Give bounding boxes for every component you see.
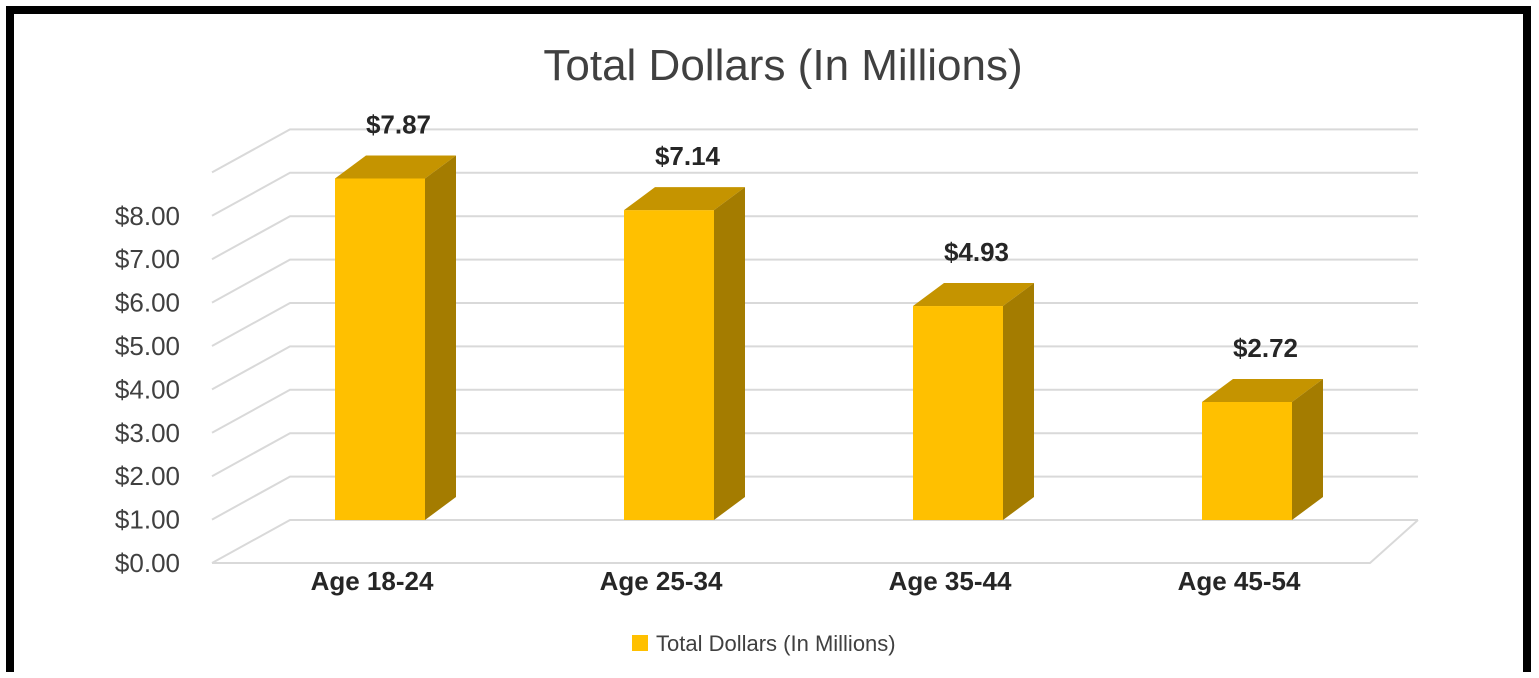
bar-top — [913, 283, 1034, 307]
chart-frame — [6, 6, 1531, 672]
bar-side — [1292, 378, 1323, 520]
y-tick-label: $7.00 — [115, 244, 180, 274]
gridline — [211, 345, 1418, 391]
gridline — [211, 388, 1418, 434]
legend: Total Dollars (In Millions) — [632, 631, 896, 656]
bar-side — [425, 155, 456, 520]
x-category-label: Age 45-54 — [1178, 566, 1301, 596]
x-axis-categories: Age 18-24 Age 25-34 Age 35-44 Age 45-54 — [311, 566, 1301, 596]
bar-top — [1202, 378, 1323, 402]
bar-front — [913, 306, 1003, 520]
data-labels: $7.87 $7.14 $4.93 $2.72 — [366, 109, 1298, 363]
y-tick-label: $8.00 — [115, 201, 180, 231]
data-label: $7.87 — [366, 109, 431, 139]
y-axis-ticks: $0.00 $1.00 $2.00 $3.00 $4.00 $5.00 $6.00 $7.00… — [115, 201, 180, 578]
bars — [335, 155, 1323, 520]
x-category-label: Age 25-34 — [600, 566, 723, 596]
y-tick-label: $6.00 — [115, 288, 180, 318]
data-label: $2.72 — [1233, 333, 1298, 363]
bar-top — [335, 155, 456, 179]
y-tick-label: $5.00 — [115, 331, 180, 361]
y-tick-label: $0.00 — [115, 548, 180, 578]
floor-edge — [212, 519, 1419, 564]
y-tick-label: $4.00 — [115, 374, 180, 404]
gridline — [211, 432, 1418, 478]
legend-swatch — [632, 635, 648, 651]
gridline — [211, 475, 1418, 521]
bar-side — [714, 187, 745, 520]
y-tick-label: $1.00 — [115, 505, 180, 535]
chart-title: Total Dollars (In Millions) — [543, 41, 1022, 90]
gridline — [211, 128, 1418, 174]
data-label: $4.93 — [944, 237, 1009, 267]
gridline — [211, 302, 1418, 347]
bar-top — [624, 187, 745, 211]
bar-side — [1003, 283, 1034, 520]
x-category-label: Age 18-24 — [311, 566, 434, 596]
gridline — [211, 258, 1418, 304]
legend-label: Total Dollars (In Millions) — [656, 631, 896, 656]
gridline — [211, 171, 1418, 217]
bar-front — [1202, 401, 1292, 520]
bar-front — [624, 210, 714, 520]
data-label: $7.14 — [655, 141, 721, 171]
y-tick-label: $3.00 — [115, 418, 180, 448]
gridlines — [211, 128, 1419, 564]
gridline — [211, 215, 1418, 261]
gridline — [211, 519, 1418, 564]
x-category-label: Age 35-44 — [889, 566, 1012, 596]
y-tick-label: $2.00 — [115, 461, 180, 491]
bar-front — [335, 178, 425, 520]
